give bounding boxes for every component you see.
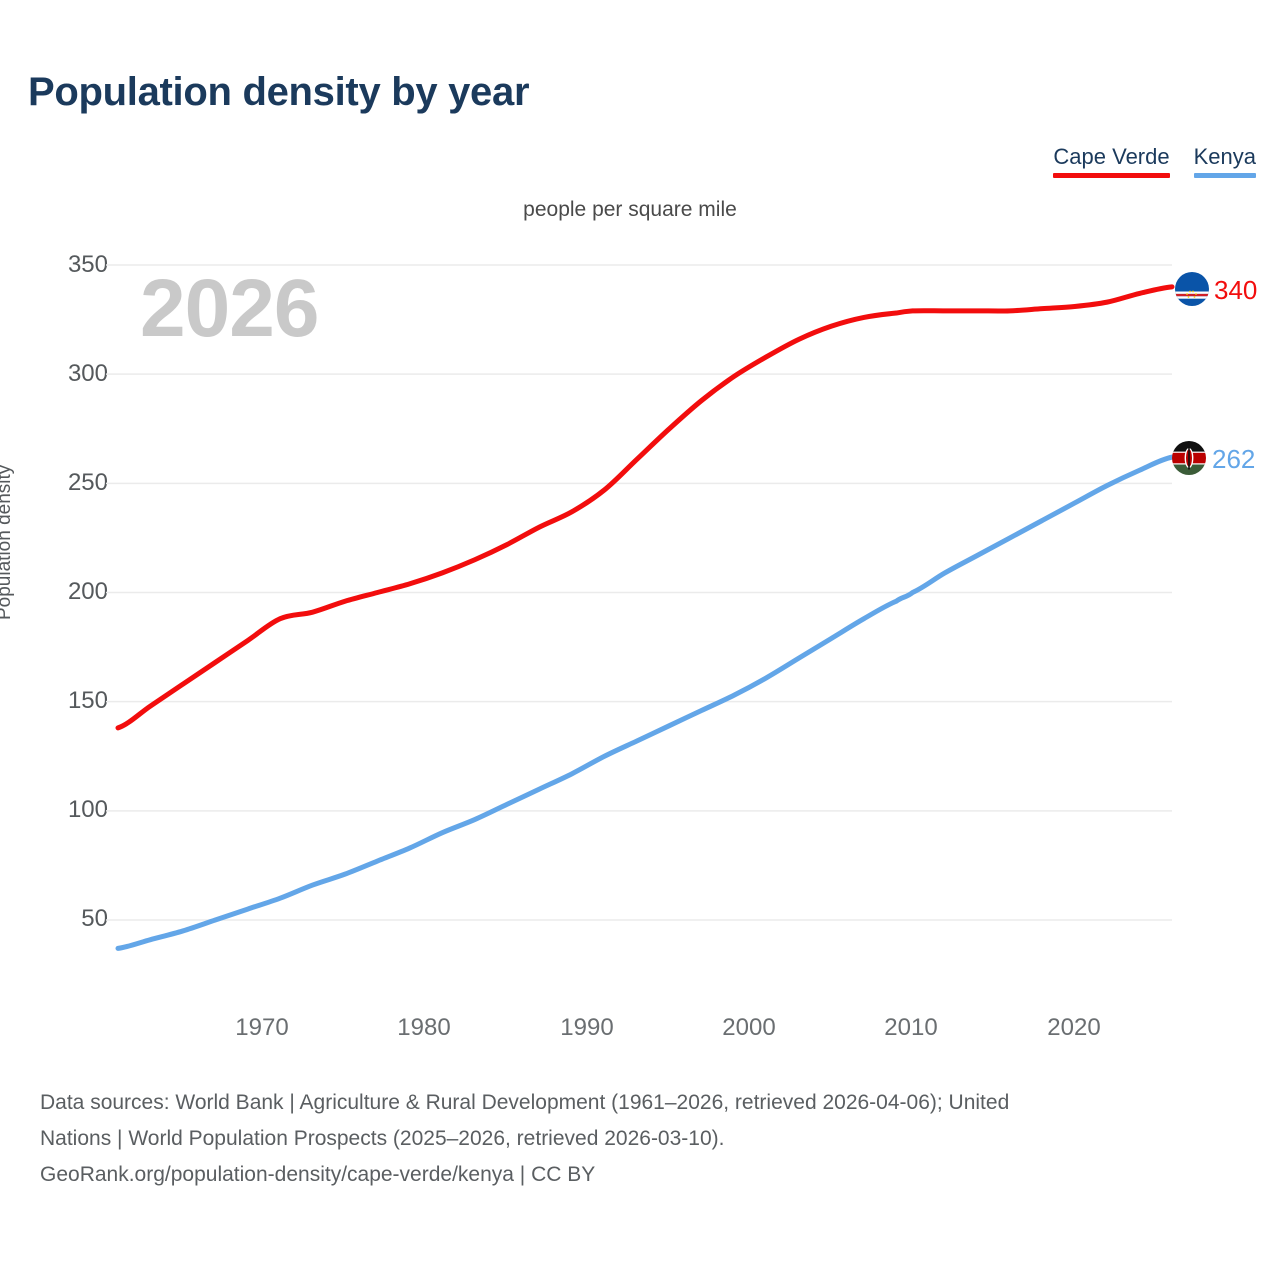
legend-item-cape-verde[interactable]: Cape Verde [1053, 144, 1170, 178]
footer-line-2: Nations | World Population Prospects (20… [40, 1127, 725, 1150]
x-tick-1980: 1980 [397, 1014, 451, 1041]
x-tick-2010: 2010 [884, 1014, 938, 1041]
legend-color-swatch-cape-verde [1053, 173, 1170, 178]
y-tick-150: 150 [67, 687, 108, 714]
footer-line-1: Data sources: World Bank | Agriculture &… [40, 1091, 1010, 1114]
chart-legend: Cape Verde Kenya [1053, 144, 1256, 178]
x-tick-1990: 1990 [560, 1014, 614, 1041]
y-tick-100: 100 [67, 796, 108, 823]
watermark-year: 2026 [140, 263, 319, 354]
endpoint-value-kenya: 262 [1212, 444, 1256, 474]
cape-verde-flag-svg [1175, 272, 1209, 306]
chart-subtitle: people per square mile [523, 198, 737, 221]
legend-item-kenya[interactable]: Kenya [1193, 144, 1256, 178]
x-tick-1970: 1970 [235, 1014, 289, 1041]
legend-label-kenya: Kenya [1193, 144, 1256, 169]
footer-line-3[interactable]: GeoRank.org/population-density/cape-verd… [40, 1163, 596, 1186]
legend-label-cape-verde: Cape Verde [1053, 144, 1170, 169]
page-title: Population density by year [28, 70, 530, 114]
y-tick-300: 300 [67, 360, 108, 387]
y-tick-200: 200 [67, 578, 108, 605]
legend-color-swatch-kenya [1193, 173, 1256, 178]
chart-footer: Data sources: World Bank | Agriculture &… [40, 1085, 1255, 1193]
gridlines [106, 264, 1172, 921]
cape-verde-flag-icon [1175, 272, 1209, 306]
y-axis-title: Population density [0, 464, 15, 620]
y-tick-350: 350 [67, 251, 108, 278]
endpoint-value-cape-verde: 340 [1214, 275, 1258, 305]
y-tick-50: 50 [81, 905, 108, 932]
y-tick-250: 250 [67, 469, 108, 496]
line-series-kenya [115, 454, 1175, 951]
x-tick-2000: 2000 [722, 1014, 776, 1041]
x-tick-2020: 2020 [1047, 1014, 1101, 1041]
kenya-flag-icon [1172, 441, 1206, 475]
kenya-flag-svg [1172, 441, 1206, 475]
